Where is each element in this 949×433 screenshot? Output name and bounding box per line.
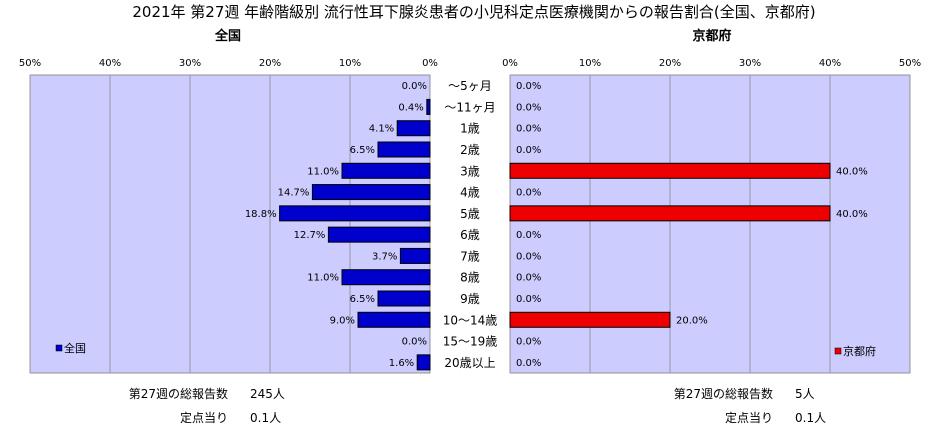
right-data-label: 0.0% <box>516 230 541 241</box>
right-tick-label: 50% <box>899 58 921 69</box>
left-tick-label: 40% <box>99 58 121 69</box>
right-data-label: 0.0% <box>516 145 541 156</box>
left-axis-ticks: 50% 40% 30% 20% 10% 0% <box>19 58 438 69</box>
right-legend-swatch <box>834 347 842 355</box>
right-data-labels: 0.0% 0.0% 0.0% 0.0% 40.0% 0.0% 40.0% 0.0% 0.0% 0.… <box>516 81 868 369</box>
left-data-label: 9.0% <box>330 315 355 326</box>
left-per-value: 0.1人 <box>250 411 281 425</box>
chart-title: 2021年 第27週 年齢階級別 流行性耳下腺炎患者の小児科定点医療機関からの報… <box>132 3 815 21</box>
left-legend-label: 全国 <box>64 341 86 355</box>
left-gridlines <box>109 75 351 373</box>
right-bar <box>509 162 831 179</box>
left-data-label: 6.5% <box>350 294 375 305</box>
right-data-label: 0.0% <box>516 294 541 305</box>
left-tick-label: 10% <box>339 58 361 69</box>
left-bar <box>357 311 431 328</box>
left-data-label: 4.1% <box>369 124 394 135</box>
right-total-label: 第27週の総報告数 <box>674 386 773 401</box>
right-data-label: 0.0% <box>516 81 541 92</box>
left-tick-label: 0% <box>422 58 438 69</box>
left-bar <box>327 226 431 243</box>
right-bars <box>509 162 831 328</box>
left-bar <box>396 120 431 137</box>
right-tick-label: 30% <box>739 58 761 69</box>
left-bar <box>377 141 431 158</box>
left-legend-swatch <box>55 344 63 352</box>
category-label: 9歳 <box>460 292 480 306</box>
right-data-label: 40.0% <box>836 166 868 177</box>
left-bar <box>341 269 431 286</box>
left-bar <box>279 205 431 222</box>
right-bar <box>509 311 671 328</box>
left-bar <box>416 354 431 371</box>
right-tick-label: 0% <box>502 58 518 69</box>
right-total-value: 5人 <box>795 387 815 401</box>
category-label: 5歳 <box>460 207 480 221</box>
right-footer: 第27週の総報告数 5人 定点当り 0.1人 <box>674 386 826 425</box>
left-data-label: 0.4% <box>398 102 423 113</box>
left-total-value: 245人 <box>250 387 285 401</box>
left-bar <box>341 162 431 179</box>
category-label: 3歳 <box>460 164 480 178</box>
left-data-label: 11.0% <box>307 273 339 284</box>
right-data-label: 0.0% <box>516 273 541 284</box>
right-plot-area <box>509 74 911 374</box>
right-axis-ticks: 0% 10% 20% 30% 40% 50% <box>502 58 921 69</box>
category-label: 15～19歳 <box>443 335 498 349</box>
left-data-labels: 0.0% 0.4% 4.1% 6.5% 11.0% 14.7%18.8% 12.7% 3.7%… <box>245 81 427 369</box>
left-bar <box>399 247 431 264</box>
left-tick-label: 30% <box>179 58 201 69</box>
right-data-label: 0.0% <box>516 337 541 348</box>
category-label: 8歳 <box>460 271 480 285</box>
right-bar <box>509 205 831 222</box>
right-legend-label: 京都府 <box>843 344 876 358</box>
left-legend: 全国 <box>55 341 86 355</box>
right-data-label: 0.0% <box>516 188 541 199</box>
left-data-label: 1.6% <box>389 358 414 369</box>
right-data-label: 0.0% <box>516 124 541 135</box>
right-per-value: 0.1人 <box>795 411 826 425</box>
left-data-label: 14.7% <box>278 188 310 199</box>
left-data-label: 18.8% <box>245 209 277 220</box>
right-tick-label: 10% <box>579 58 601 69</box>
left-per-label: 定点当り <box>180 410 228 425</box>
left-total-label: 第27週の総報告数 <box>129 386 228 401</box>
category-label: 6歳 <box>460 228 480 242</box>
category-label: ～11ヶ月 <box>444 100 495 114</box>
left-data-label: 3.7% <box>372 251 397 262</box>
left-footer: 第27週の総報告数 245人 定点当り 0.1人 <box>129 386 285 425</box>
right-data-label: 20.0% <box>676 315 708 326</box>
right-data-label: 0.0% <box>516 102 541 113</box>
right-legend: 京都府 <box>834 344 876 358</box>
right-data-label: 0.0% <box>516 358 541 369</box>
left-tick-label: 20% <box>259 58 281 69</box>
left-data-label: 11.0% <box>307 166 339 177</box>
category-label: 2歳 <box>460 143 480 157</box>
category-label: 1歳 <box>460 122 480 136</box>
category-label: 10～14歳 <box>443 313 498 327</box>
category-label: 4歳 <box>460 186 480 200</box>
left-data-label: 0.0% <box>402 337 427 348</box>
left-data-label: 6.5% <box>350 145 375 156</box>
right-data-label: 0.0% <box>516 251 541 262</box>
left-data-label: 12.7% <box>294 230 326 241</box>
right-tick-label: 40% <box>819 58 841 69</box>
left-bar <box>311 184 431 201</box>
left-plot-area <box>29 74 431 374</box>
right-per-label: 定点当り <box>725 410 773 425</box>
category-label: 7歳 <box>460 249 480 263</box>
right-data-label: 40.0% <box>836 209 868 220</box>
right-panel-title: 京都府 <box>692 28 731 44</box>
left-bar <box>426 98 431 115</box>
left-data-label: 0.0% <box>402 81 427 92</box>
right-tick-label: 20% <box>659 58 681 69</box>
left-tick-label: 50% <box>19 58 41 69</box>
category-label: ～5ヶ月 <box>448 79 492 93</box>
left-bar <box>377 290 431 307</box>
category-label: 20歳以上 <box>444 356 495 370</box>
left-panel-title: 全国 <box>214 28 241 44</box>
category-labels: ～5ヶ月 ～11ヶ月 1歳 2歳 3歳 4歳 5歳 6歳 7歳 8歳 9歳 10～14歳 15～19歳 2… <box>443 79 498 370</box>
left-bars <box>279 98 431 371</box>
